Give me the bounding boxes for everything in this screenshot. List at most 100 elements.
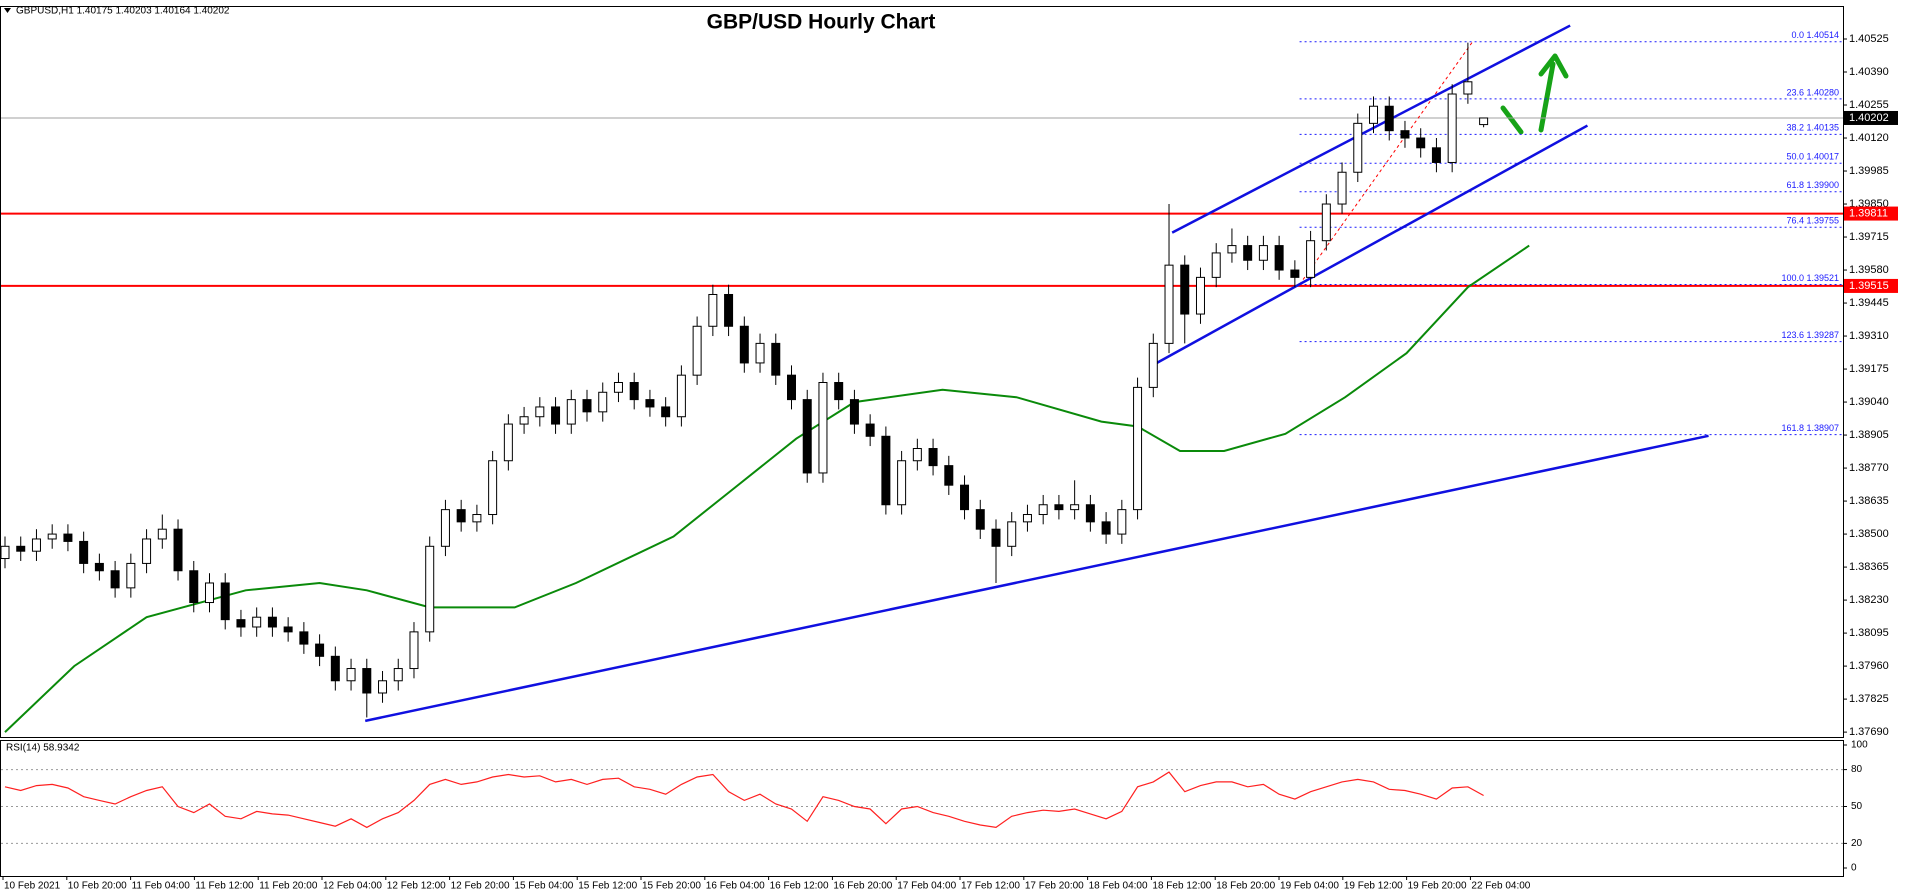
candle-body xyxy=(472,514,482,523)
x-tick-label: 12 Feb 20:00 xyxy=(451,881,510,892)
candle-body xyxy=(157,528,167,540)
x-tick-label: 19 Feb 04:00 xyxy=(1280,881,1339,892)
candle-body xyxy=(1085,504,1095,523)
candle-body xyxy=(629,382,639,401)
price-box xyxy=(1844,110,1898,125)
candle-body xyxy=(94,562,104,572)
candle-body xyxy=(1117,509,1127,535)
candle-body xyxy=(1337,171,1347,205)
candle-body xyxy=(975,509,985,530)
candle-body xyxy=(1369,105,1379,124)
price-box-label: 1.40202 xyxy=(1849,112,1889,124)
candle-body xyxy=(661,406,671,418)
candle-body xyxy=(755,342,765,364)
candle-body xyxy=(849,399,859,425)
candle-body xyxy=(739,325,749,364)
x-tick-label: 11 Feb 12:00 xyxy=(195,881,254,892)
green-arrowhead xyxy=(1538,53,1569,79)
candle-body xyxy=(378,680,388,694)
candle-body xyxy=(16,545,26,552)
x-tick-label: 17 Feb 20:00 xyxy=(1025,881,1084,892)
y-tick-label: 1.38635 xyxy=(1849,495,1889,507)
candle-body xyxy=(535,406,545,418)
y-tick-label: 1.39580 xyxy=(1849,264,1889,276)
candle-body xyxy=(1416,137,1426,149)
moving-average xyxy=(4,244,1530,733)
fib-label: 76.4 1.39755 xyxy=(1786,216,1839,226)
candle-body xyxy=(204,582,214,604)
price-box xyxy=(1844,206,1898,221)
candle-body xyxy=(425,545,435,633)
candle-body xyxy=(440,509,450,547)
y-tick-label: 1.40255 xyxy=(1849,99,1889,111)
candle-body xyxy=(1243,245,1253,261)
candle-body xyxy=(488,460,498,516)
rsi-tick-label: 50 xyxy=(1851,801,1863,812)
candle-body xyxy=(912,448,922,462)
candle-body xyxy=(1321,203,1331,242)
candle-body xyxy=(315,643,325,657)
candle-body xyxy=(1148,342,1158,388)
candle-body xyxy=(1101,521,1111,535)
candle-body xyxy=(1164,264,1174,344)
x-tick-label: 17 Feb 12:00 xyxy=(961,881,1020,892)
green-arrow-up xyxy=(1538,61,1556,133)
candle-body xyxy=(1353,122,1363,173)
candle-body xyxy=(189,570,199,604)
candle-body xyxy=(598,391,608,413)
rsi-tick-label: 20 xyxy=(1851,838,1863,849)
y-tick-label: 1.39175 xyxy=(1849,363,1889,375)
candle-body xyxy=(503,423,513,462)
candle-body xyxy=(409,631,419,670)
y-tick-label: 1.37690 xyxy=(1849,726,1889,738)
candle-body xyxy=(613,382,623,393)
rsi-label: RSI(14) 58.9342 xyxy=(6,743,80,754)
x-tick-label: 19 Feb 20:00 xyxy=(1408,881,1467,892)
candle-body xyxy=(897,460,907,506)
candle-body xyxy=(771,342,781,376)
candle-body xyxy=(330,655,340,682)
fib-label: 0.0 1.40514 xyxy=(1791,30,1839,40)
candle-body xyxy=(1274,245,1284,271)
candle-body xyxy=(1431,147,1441,163)
candle-body xyxy=(991,528,1001,547)
candle-body xyxy=(708,293,718,327)
candle-body xyxy=(63,533,73,542)
candle-body xyxy=(1133,386,1143,511)
candle-body xyxy=(110,570,120,589)
green-arrow-down xyxy=(1500,105,1524,135)
candle-body xyxy=(1306,240,1316,278)
y-tick-label: 1.38365 xyxy=(1849,561,1889,573)
x-tick-label: 16 Feb 20:00 xyxy=(833,881,892,892)
candle-body xyxy=(834,382,844,401)
fib-label: 100.0 1.39521 xyxy=(1781,273,1839,283)
y-tick-label: 1.38905 xyxy=(1849,429,1889,441)
y-tick-label: 1.39715 xyxy=(1849,231,1889,243)
candle-body xyxy=(0,545,10,560)
x-tick-label: 10 Feb 2021 xyxy=(4,881,61,892)
y-tick-label: 1.40120 xyxy=(1849,132,1889,144)
candle-body xyxy=(519,416,529,425)
trend-line xyxy=(1171,24,1571,234)
x-tick-label: 22 Feb 04:00 xyxy=(1471,881,1530,892)
price-box-label: 1.39515 xyxy=(1849,280,1889,292)
y-tick-label: 1.39310 xyxy=(1849,330,1889,342)
y-tick-label: 1.39445 xyxy=(1849,297,1889,309)
trend-line xyxy=(364,434,1709,723)
candle-body xyxy=(1054,504,1064,511)
candle-body xyxy=(881,435,891,506)
candle-body xyxy=(173,528,183,572)
candle-body xyxy=(393,668,403,682)
candle-body xyxy=(1038,504,1048,516)
candle-body xyxy=(1227,245,1237,254)
fib-diagonal xyxy=(1299,41,1474,285)
rsi-tick-label: 80 xyxy=(1851,764,1863,775)
candle-body xyxy=(1007,521,1017,547)
candle-body xyxy=(1384,105,1394,132)
rsi-tick-label: 100 xyxy=(1851,740,1868,751)
candle-body xyxy=(802,399,812,474)
candle-body xyxy=(142,538,152,564)
fib-label: 161.8 1.38907 xyxy=(1781,423,1839,433)
x-tick-label: 18 Feb 12:00 xyxy=(1152,881,1211,892)
